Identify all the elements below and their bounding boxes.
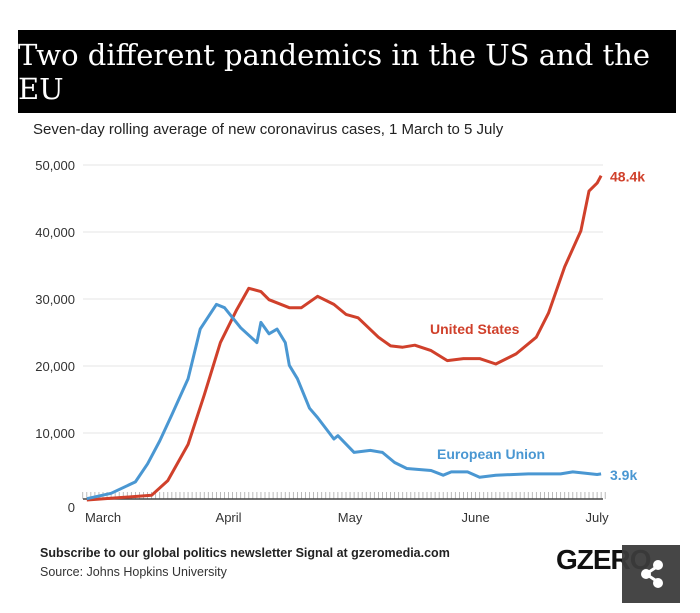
series-label: United States	[430, 321, 520, 337]
series-end-label: 48.4k	[610, 169, 645, 185]
chart-title: Two different pandemics in the US and th…	[18, 37, 651, 106]
y-tick-label: 30,000	[35, 292, 75, 307]
share-icon	[641, 560, 663, 588]
chart-subtitle: Seven-day rolling average of new coronav…	[33, 121, 504, 138]
x-tick-label: April	[216, 510, 242, 525]
series-end-label: 3.9k	[610, 467, 637, 483]
x-tick-label: June	[461, 510, 489, 525]
x-tick-label: July	[586, 510, 610, 525]
y-tick-label: 0	[68, 500, 75, 515]
y-tick-label: 20,000	[35, 359, 75, 374]
y-tick-label: 10,000	[35, 426, 75, 441]
series-label: European Union	[437, 446, 545, 462]
x-tick-label: March	[85, 510, 121, 525]
title-bar: Two different pandemics in the US and th…	[18, 30, 676, 113]
share-button[interactable]	[622, 545, 680, 603]
y-tick-label: 50,000	[35, 158, 75, 173]
subscribe-note: Subscribe to our global politics newslet…	[40, 546, 450, 560]
series-line-european-union	[86, 302, 602, 501]
y-tick-label: 40,000	[35, 225, 75, 240]
x-tick-label: May	[338, 510, 363, 525]
line-chart: 0 10,000 20,000 30,000 40,000 50,000 March Apri…	[35, 158, 645, 525]
series-line-united-states	[86, 174, 603, 502]
source-note: Source: Johns Hopkins University	[40, 565, 227, 579]
